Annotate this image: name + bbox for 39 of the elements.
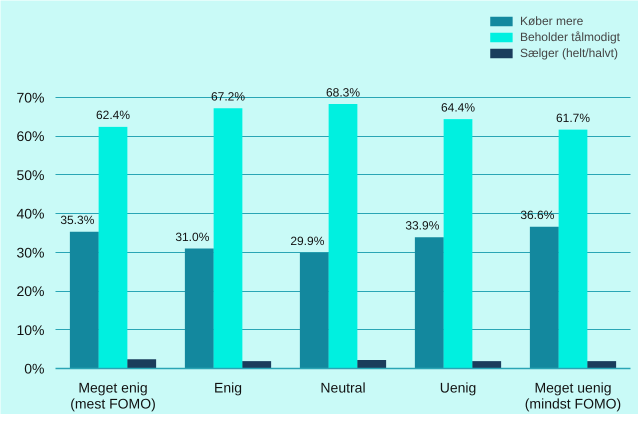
legend-label: Sælger (helt/halvt) [520, 46, 618, 60]
y-tick-label: 40% [16, 206, 45, 222]
y-tick-label: 20% [16, 283, 45, 300]
bar [414, 237, 444, 368]
y-tick-label: 10% [16, 322, 45, 338]
bar [558, 130, 588, 368]
y-tick-label: 50% [16, 166, 45, 183]
bar [444, 119, 472, 368]
y-tick-label: 70% [16, 89, 45, 106]
bar [587, 361, 616, 368]
bar [70, 232, 99, 368]
y-tick-label: 60% [16, 128, 45, 144]
bar [300, 252, 329, 368]
y-tick-label: 0% [24, 360, 44, 376]
bar [357, 360, 386, 368]
data-label: 62.4% [96, 108, 130, 122]
bar [472, 361, 502, 368]
data-label: 33.9% [405, 218, 440, 233]
data-label: 68.3% [326, 85, 360, 100]
bar [530, 226, 559, 368]
data-label: 61.7% [556, 110, 590, 125]
x-tick-label: Uenig [440, 380, 476, 396]
bar [98, 126, 128, 368]
bar [214, 108, 242, 368]
data-label: 31.0% [175, 230, 210, 244]
data-label: 29.9% [290, 234, 325, 248]
x-tick-label: Meget enig (mest FOMO) [70, 380, 156, 412]
legend-label: Beholder tålmodigt [520, 30, 620, 44]
data-label: 64.4% [440, 100, 476, 114]
data-label: 35.3% [60, 213, 95, 228]
x-tick-label: Meget uenig (mindst FOMO) [524, 380, 622, 412]
x-tick-label: Neutral [320, 380, 366, 396]
bar [328, 104, 358, 368]
bar [184, 248, 214, 368]
bar [242, 361, 272, 368]
y-tick-label: 30% [16, 244, 45, 260]
x-tick-label: Enig [214, 380, 242, 396]
bar [127, 359, 156, 368]
legend-label: Køber mere [520, 14, 584, 28]
